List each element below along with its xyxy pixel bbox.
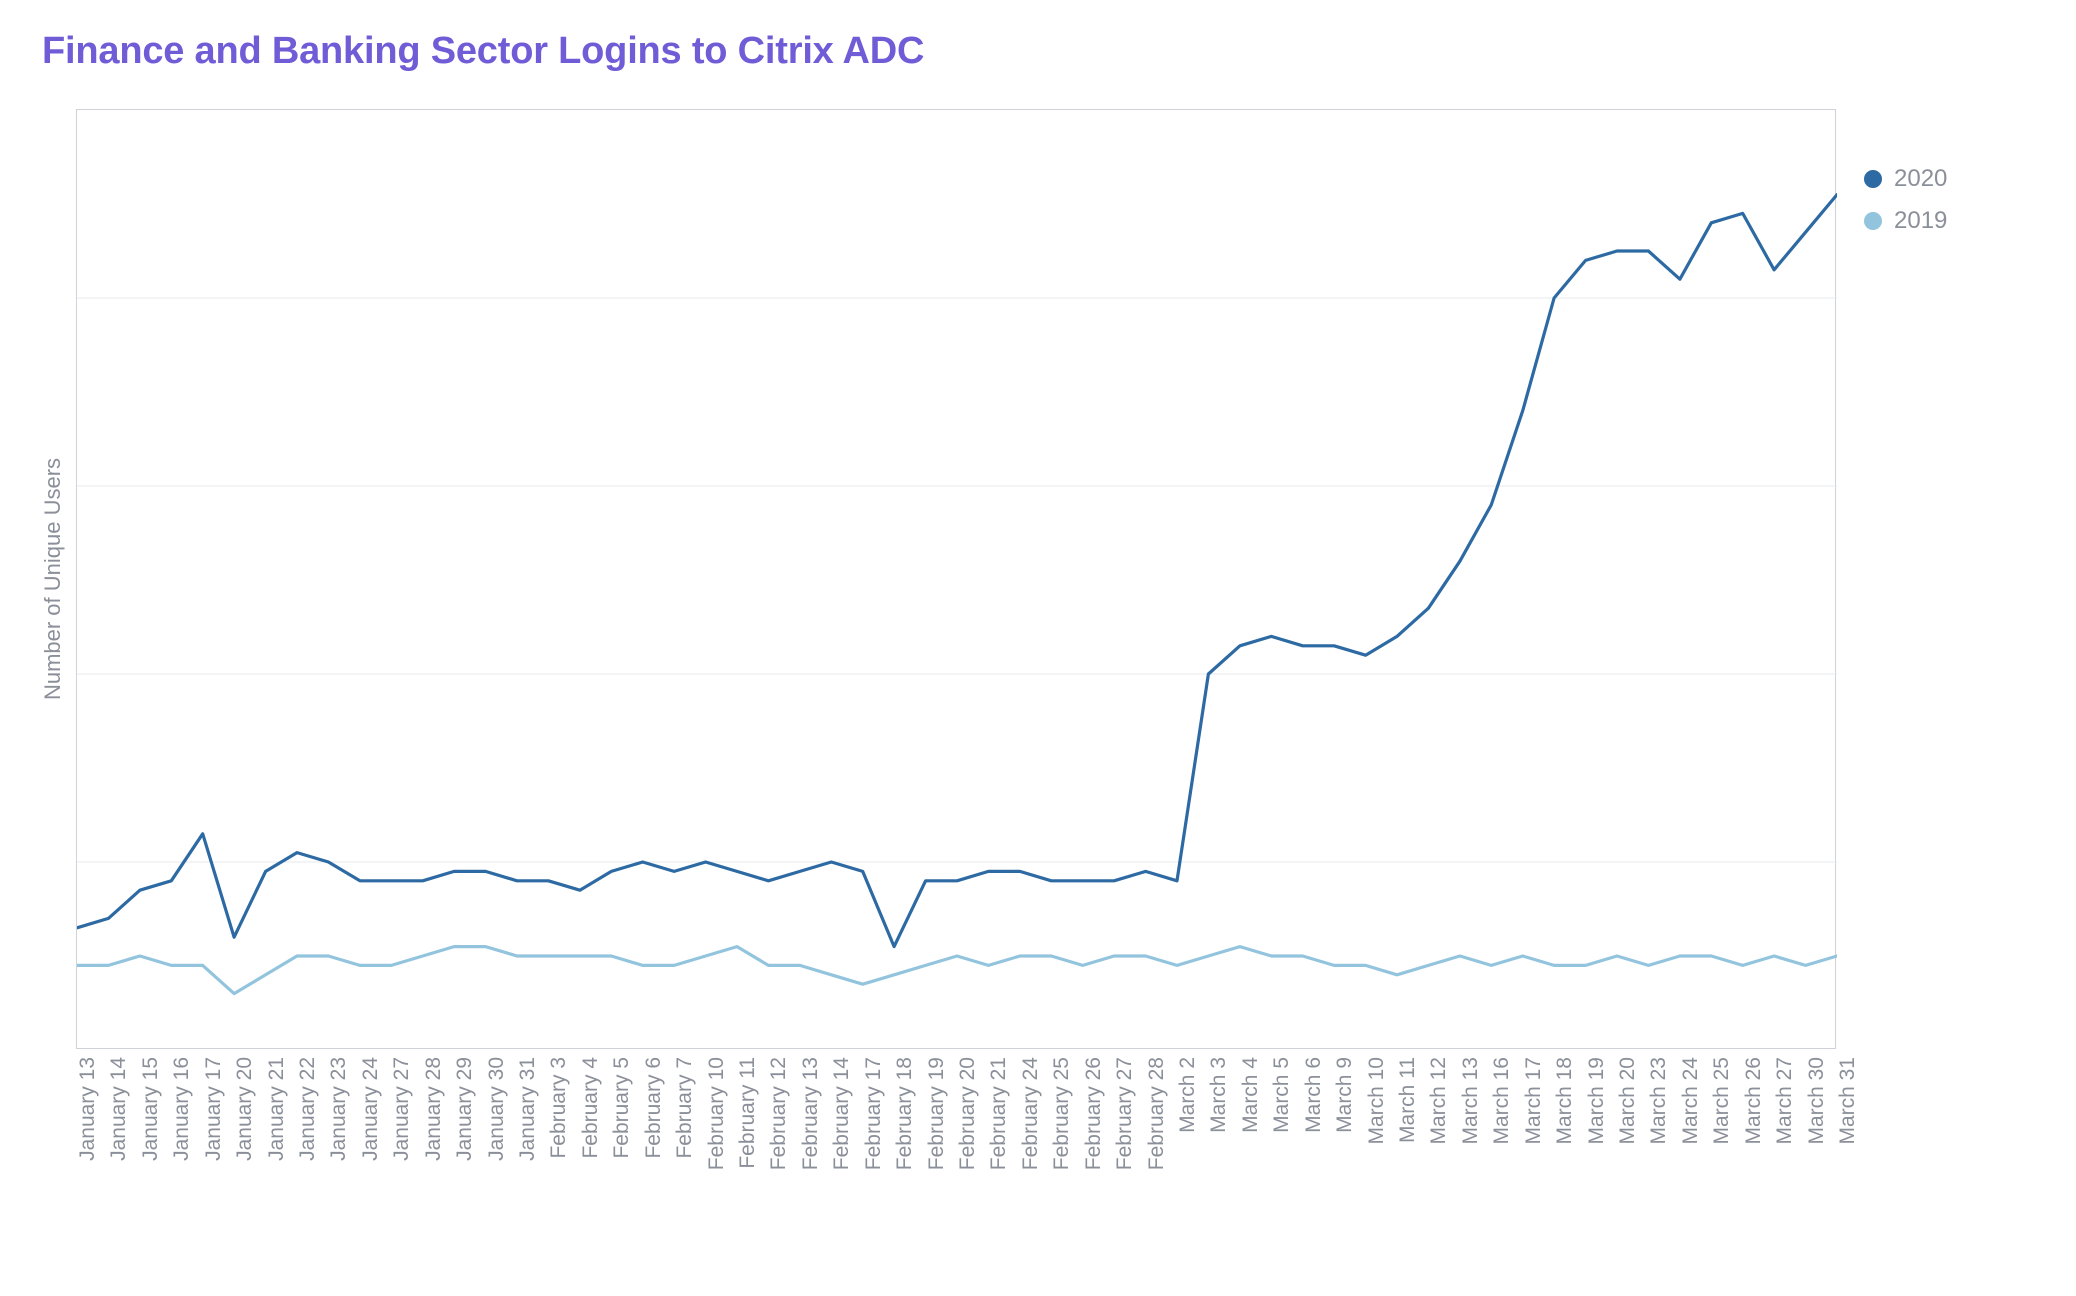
- x-tick-label: February 3: [547, 1057, 571, 1159]
- x-tick-label: March 6: [1302, 1057, 1326, 1133]
- x-tick-label: March 24: [1679, 1057, 1703, 1145]
- x-tick-label: March 25: [1710, 1057, 1734, 1145]
- x-tick-label: January 31: [516, 1057, 540, 1161]
- legend-marker-icon: [1864, 170, 1882, 188]
- x-tick-label: March 13: [1459, 1057, 1483, 1145]
- x-tick-label: March 26: [1742, 1057, 1766, 1145]
- x-tick-label: February 12: [767, 1057, 791, 1170]
- y-axis-label: Number of Unique Users: [40, 458, 66, 700]
- plot-column: January 13 January 14 January 15 January 16…: [76, 109, 1836, 1229]
- x-tick-label: February 5: [610, 1057, 634, 1159]
- x-tick-label: March 3: [1207, 1057, 1231, 1133]
- x-tick-label: February 20: [956, 1057, 980, 1170]
- x-tick-label: January 14: [107, 1057, 131, 1161]
- x-tick-label: March 2: [1176, 1057, 1200, 1133]
- x-tick-label: February 25: [1050, 1057, 1074, 1170]
- x-tick-label: February 7: [673, 1057, 697, 1159]
- plot-area: [76, 109, 1836, 1049]
- x-tick-label: February 17: [862, 1057, 886, 1170]
- x-tick-label: March 20: [1616, 1057, 1640, 1145]
- x-tick-label: March 16: [1490, 1057, 1514, 1145]
- legend-item-2020: 2020: [1864, 165, 2024, 193]
- x-tick-label: March 19: [1585, 1057, 1609, 1145]
- legend-item-2019: 2019: [1864, 207, 2024, 235]
- chart-title: Finance and Banking Sector Logins to Cit…: [42, 30, 2036, 73]
- x-tick-label: January 21: [265, 1057, 289, 1161]
- x-tick-label: March 11: [1396, 1057, 1420, 1143]
- x-tick-label: March 10: [1365, 1057, 1389, 1145]
- x-tick-label: January 22: [296, 1057, 320, 1161]
- series-line-2020: [77, 148, 1837, 947]
- x-tick-label: February 13: [799, 1057, 823, 1170]
- series-line-2019: [77, 947, 1837, 994]
- chart-container: Finance and Banking Sector Logins to Cit…: [0, 0, 2076, 1296]
- x-tick-label: March 30: [1805, 1057, 1829, 1145]
- x-axis-ticks: January 13 January 14 January 15 January 16…: [76, 1049, 1836, 1229]
- x-tick-label: February 21: [987, 1057, 1011, 1170]
- x-tick-label: February 18: [893, 1057, 917, 1170]
- legend-marker-icon: [1864, 212, 1882, 230]
- x-tick-label: February 14: [830, 1057, 854, 1170]
- legend-label: 2020: [1894, 165, 1947, 193]
- x-tick-label: January 15: [139, 1057, 163, 1161]
- x-tick-label: January 29: [453, 1057, 477, 1161]
- x-tick-label: January 17: [202, 1057, 226, 1161]
- x-tick-label: February 27: [1113, 1057, 1137, 1170]
- x-tick-label: February 6: [642, 1057, 666, 1159]
- x-tick-label: March 31: [1836, 1057, 1860, 1145]
- x-tick-label: March 23: [1647, 1057, 1671, 1145]
- chart-row: Number of Unique Users January 13January…: [40, 109, 2036, 1229]
- x-tick-label: March 4: [1239, 1057, 1263, 1133]
- x-tick-label: February 11: [736, 1057, 760, 1169]
- x-tick-label: March 17: [1522, 1057, 1546, 1145]
- x-tick-label: January 30: [485, 1057, 509, 1161]
- x-tick-label: March 9: [1333, 1057, 1357, 1133]
- x-tick-label: March 27: [1773, 1057, 1797, 1145]
- legend-label: 2019: [1894, 207, 1947, 235]
- plot-svg: [77, 110, 1837, 1050]
- x-tick-label: February 28: [1145, 1057, 1169, 1170]
- legend: 2020 2019: [1836, 109, 2024, 249]
- x-tick-label: January 24: [359, 1057, 383, 1161]
- x-tick-label: January 28: [422, 1057, 446, 1161]
- x-tick-label: January 23: [327, 1057, 351, 1161]
- x-tick-label: March 18: [1553, 1057, 1577, 1145]
- x-tick-label: January 13: [76, 1057, 100, 1161]
- x-tick-label: March 12: [1427, 1057, 1451, 1145]
- x-tick-label: February 24: [1019, 1057, 1043, 1170]
- x-tick-label: February 26: [1082, 1057, 1106, 1170]
- x-tick-label: January 27: [390, 1057, 414, 1161]
- x-tick-label: January 20: [233, 1057, 257, 1161]
- x-tick-label: March 5: [1270, 1057, 1294, 1133]
- x-tick-label: February 10: [705, 1057, 729, 1170]
- x-tick-label: February 19: [925, 1057, 949, 1170]
- x-tick-label: January 16: [170, 1057, 194, 1161]
- x-tick-label: February 4: [579, 1057, 603, 1159]
